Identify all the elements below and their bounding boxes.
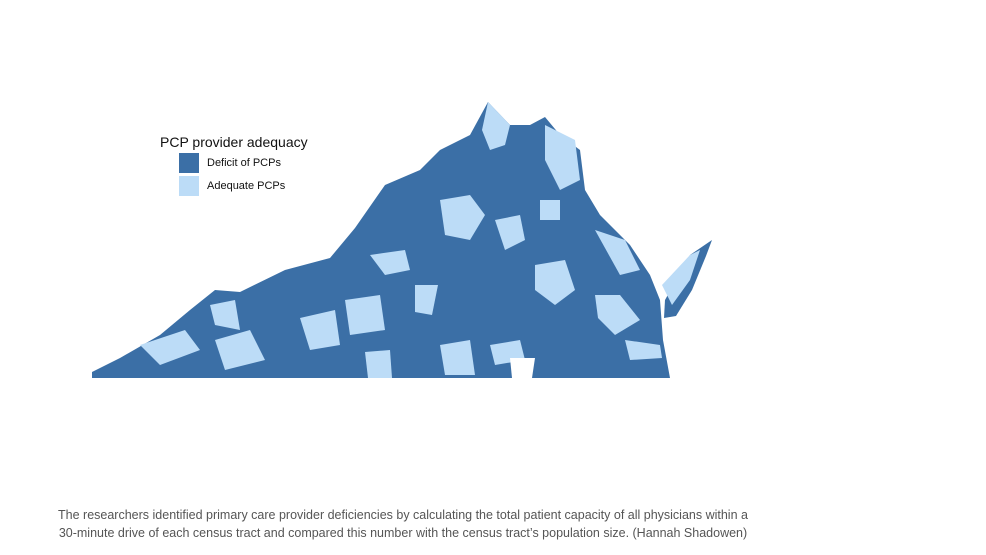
- white-area: [510, 358, 535, 378]
- legend-swatch: [179, 176, 199, 196]
- caption: The researchers identified primary care …: [0, 506, 806, 542]
- caption-line: The researchers identified primary care …: [58, 508, 748, 522]
- legend-swatch: [179, 153, 199, 173]
- legend-label: Deficit of PCPs: [207, 157, 281, 169]
- caption-line: 30-minute drive of each census tract and…: [58, 526, 748, 540]
- adequate-areas: [140, 102, 700, 378]
- legend: Deficit of PCPs Adequate PCPs: [179, 153, 286, 196]
- legend-label: Adequate PCPs: [207, 180, 286, 192]
- virginia-map: [92, 102, 712, 378]
- map: PCP provider adequacy Deficit of PCPs Ade…: [92, 102, 712, 378]
- legend-title: PCP provider adequacy: [160, 134, 308, 150]
